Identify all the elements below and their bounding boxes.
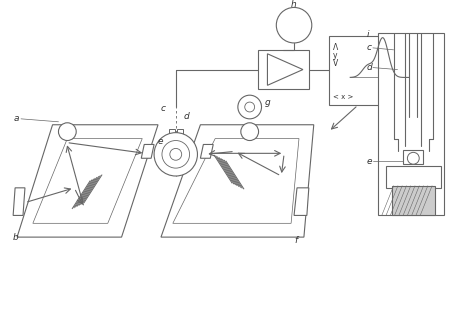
Bar [404,150,423,164]
Circle shape [241,123,259,141]
Polygon shape [13,188,25,215]
Polygon shape [141,144,154,158]
Polygon shape [294,188,309,215]
Text: b: b [13,233,19,241]
Circle shape [245,102,255,112]
Circle shape [154,133,197,176]
Text: d: d [184,112,189,122]
Text: e: e [367,157,372,166]
Text: c: c [161,105,166,113]
Text: g: g [265,98,270,106]
Text: d: d [366,63,372,72]
Text: c: c [367,43,372,52]
Text: a: a [13,114,19,123]
Text: e: e [158,137,164,146]
Bar [378,33,444,215]
Circle shape [407,152,419,164]
Circle shape [58,123,76,141]
Bar [386,166,441,188]
Bar [392,186,435,215]
Bar [258,50,309,89]
Polygon shape [169,129,175,137]
Circle shape [276,8,312,43]
Text: h: h [291,0,297,9]
Polygon shape [201,144,213,158]
Circle shape [238,95,261,119]
Text: y: y [333,51,337,60]
Bar [329,36,415,105]
Text: Λ: Λ [333,43,338,52]
Circle shape [170,149,182,160]
Text: < x >: < x > [334,94,354,100]
Text: V: V [333,59,338,68]
Polygon shape [177,129,183,137]
Circle shape [162,141,190,168]
Text: f: f [294,236,297,245]
Text: i: i [367,30,369,39]
